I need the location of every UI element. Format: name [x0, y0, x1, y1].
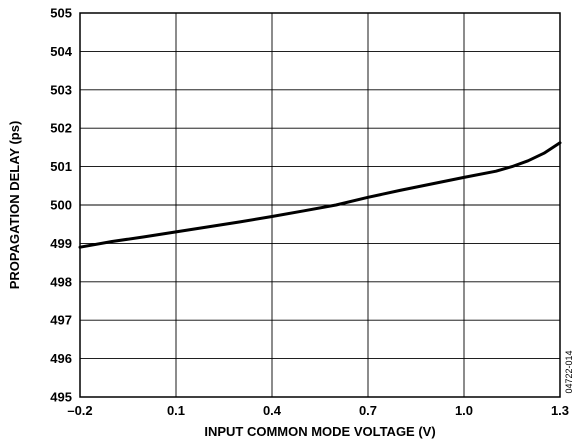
x-tick-label: 0.4 [263, 403, 282, 418]
y-tick-label: 497 [50, 313, 72, 328]
y-tick-labels: 495 496 497 498 499 500 501 502 503 504 505 [50, 6, 72, 405]
x-tick-labels: –0.2 0.1 0.4 0.7 1.0 1.3 [67, 403, 569, 418]
x-tick-label: 0.1 [167, 403, 185, 418]
x-tick-label: 1.3 [551, 403, 569, 418]
data-series-line [78, 141, 562, 249]
x-tick-label: 0.7 [359, 403, 377, 418]
grid-lines [79, 12, 561, 398]
y-tick-label: 499 [50, 236, 72, 251]
y-tick-label: 496 [50, 351, 72, 366]
x-tick-label: 1.0 [455, 403, 473, 418]
y-axis-title: PROPAGATION DELAY (ps) [7, 121, 22, 290]
y-tick-label: 501 [50, 159, 72, 174]
y-tick-label: 495 [50, 390, 72, 405]
y-tick-label: 505 [50, 6, 72, 21]
plot-frame [79, 12, 561, 398]
y-tick-label: 502 [50, 121, 72, 136]
y-tick-label: 503 [50, 82, 72, 97]
y-tick-label: 500 [50, 198, 72, 213]
y-tick-label: 498 [50, 274, 72, 289]
y-tick-label: 504 [50, 44, 72, 59]
x-axis-title: INPUT COMMON MODE VOLTAGE (V) [204, 424, 435, 439]
figure-code: 04722-014 [564, 350, 574, 393]
x-tick-label: –0.2 [67, 403, 92, 418]
